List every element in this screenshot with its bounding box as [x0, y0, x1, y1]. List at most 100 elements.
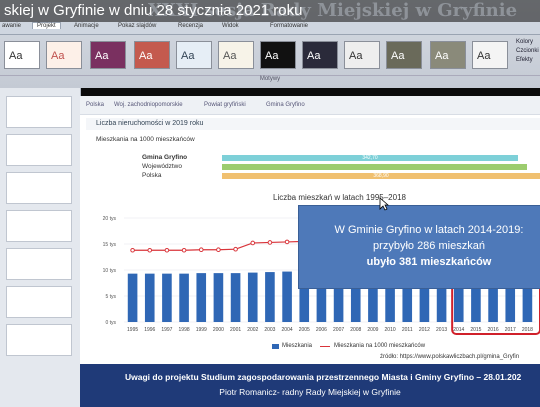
x-tick-label: 1997: [161, 327, 172, 333]
theme-option[interactable]: Aa: [4, 41, 40, 69]
x-tick-label: 2005: [299, 327, 310, 333]
footer-author: Piotr Romanicz- radny Rady Miejskiej w G…: [219, 387, 401, 397]
line-point: [216, 247, 221, 253]
theme-option[interactable]: Aa: [260, 41, 296, 69]
bar: [213, 273, 224, 322]
x-tick-label: 2008: [350, 327, 361, 333]
line-point: [164, 247, 170, 253]
chart-title: Liczba mieszkań w latach 1995–2018: [273, 193, 406, 202]
slide-thumbnail[interactable]: [6, 324, 72, 356]
bar: [162, 273, 172, 322]
source-note: źródło: https://www.polskawliczbach.pl/g…: [380, 354, 520, 360]
legend-swatch-bar: [272, 344, 279, 349]
x-tick-label: 2012: [419, 327, 430, 333]
x-tick-label: 2011: [402, 327, 413, 333]
y-tick-label: 10 tys: [103, 268, 117, 274]
line-point: [284, 239, 290, 245]
breadcrumb: Polska Woj. zachodniopomorskie Powiat gr…: [80, 96, 540, 115]
tab-widok[interactable]: Widok: [222, 23, 239, 29]
bar: [265, 272, 275, 322]
x-tick-label: 2003: [264, 327, 275, 333]
bar: [316, 270, 327, 322]
effects-option[interactable]: Efekty: [516, 57, 533, 63]
colors-option[interactable]: Kolory: [516, 39, 534, 45]
bar: [488, 264, 498, 322]
bar: [196, 273, 207, 322]
x-tick-label: 2004: [282, 327, 293, 333]
tab-pokaz-slajdow[interactable]: Pokaz slajdów: [118, 23, 157, 29]
theme-option[interactable]: Aa: [472, 41, 508, 69]
legend-label: Mieszkania: [282, 343, 313, 349]
line-point: [233, 246, 238, 252]
x-tick-label: 2015: [470, 327, 481, 333]
x-tick-label: 1998: [179, 327, 190, 333]
bar: [230, 273, 241, 322]
bar: [522, 263, 533, 322]
callout-line: przybyło 286 mieszkań: [373, 240, 485, 252]
compare-label: Województwo: [142, 163, 182, 170]
slide-thumbnail[interactable]: [6, 134, 72, 166]
bar: [505, 264, 516, 322]
line-point: [181, 247, 187, 253]
theme-options: Kolory Czcionki Efekty: [516, 38, 539, 65]
theme-option[interactable]: Aa: [46, 41, 82, 69]
callout-line: W Gminie Gryfino w latach 2014-2019:: [334, 224, 524, 236]
bar: [368, 268, 378, 322]
tab-formatowanie[interactable]: Formatowanie: [270, 23, 309, 29]
x-tick-label: 1995: [127, 327, 138, 333]
theme-option[interactable]: Aa: [430, 41, 466, 69]
video-title: skiej w Gryfinie w dniu 28 stycznia 2021…: [4, 2, 303, 19]
section-title: Liczba nieruchomości w 2019 roku: [86, 118, 540, 130]
watermark-title: XXXI sesja Rady Miejskiej w Gryfinie: [148, 0, 518, 21]
theme-option[interactable]: Aa: [344, 41, 380, 69]
bar: [179, 273, 189, 322]
slide-thumbnail[interactable]: [6, 286, 72, 318]
y-tick-label: 0 tys: [105, 320, 116, 326]
slide-thumbnail[interactable]: [6, 248, 72, 280]
bar: [333, 269, 344, 322]
bar: [144, 273, 155, 322]
y-tick-label: 20 tys: [103, 216, 117, 222]
fonts-option[interactable]: Czcionki: [516, 48, 539, 54]
bar: [453, 265, 464, 322]
tab-projekt[interactable]: Projekt: [32, 22, 61, 29]
compare-bar: 342,70: [222, 155, 518, 161]
y-tick-label: 5 tys: [105, 294, 116, 300]
theme-option[interactable]: Aa: [176, 41, 212, 69]
line-point: [147, 247, 153, 253]
x-tick-label: 2002: [247, 327, 258, 333]
bar: [127, 273, 138, 322]
slide-thumbnail[interactable]: [6, 210, 72, 242]
x-tick-label: 2007: [333, 327, 344, 333]
theme-option[interactable]: Aa: [218, 41, 254, 69]
theme-option[interactable]: Aa: [302, 41, 338, 69]
bar: [350, 268, 361, 322]
subheading: Mieszkania na 1000 mieszkańców: [96, 136, 195, 143]
tab-wstawianie[interactable]: awanie: [2, 23, 22, 29]
tab-animacje[interactable]: Animacje: [74, 23, 99, 29]
compare-bar: [222, 164, 527, 170]
x-tick-label: 2001: [230, 327, 241, 333]
bar: [471, 265, 481, 322]
line-point: [198, 247, 204, 253]
theme-option[interactable]: Aa: [134, 41, 170, 69]
mouse-cursor-icon: [379, 197, 389, 211]
bar: [299, 271, 310, 322]
bar: [247, 272, 258, 322]
slide-footer: Uwagi do projektu Studium zagospodarowan…: [80, 364, 540, 407]
slide-thumbnail[interactable]: [6, 96, 72, 128]
breadcrumb-item: Powiat gryfiński: [204, 102, 246, 108]
bar: [385, 267, 395, 322]
callout-line: ubyło 381 mieszkańców: [366, 256, 492, 268]
slide-thumbnail[interactable]: [6, 172, 72, 204]
slide-thumbnail-pane[interactable]: [0, 88, 81, 407]
theme-option[interactable]: Aa: [90, 41, 126, 69]
ribbon-tab-bar: awanie Projekt Animacje Pokaz slajdów Re…: [0, 22, 540, 35]
theme-gallery: Aa Aa Aa Aa Aa Aa Aa Aa Aa Aa Aa Aa: [0, 35, 540, 75]
x-tick-label: 1999: [196, 327, 207, 333]
x-tick-label: 2016: [488, 327, 499, 333]
breadcrumb-item: Polska: [86, 102, 105, 108]
tab-recenzja[interactable]: Recenzja: [178, 23, 204, 29]
line-point: [267, 240, 273, 245]
theme-option[interactable]: Aa: [386, 41, 422, 69]
